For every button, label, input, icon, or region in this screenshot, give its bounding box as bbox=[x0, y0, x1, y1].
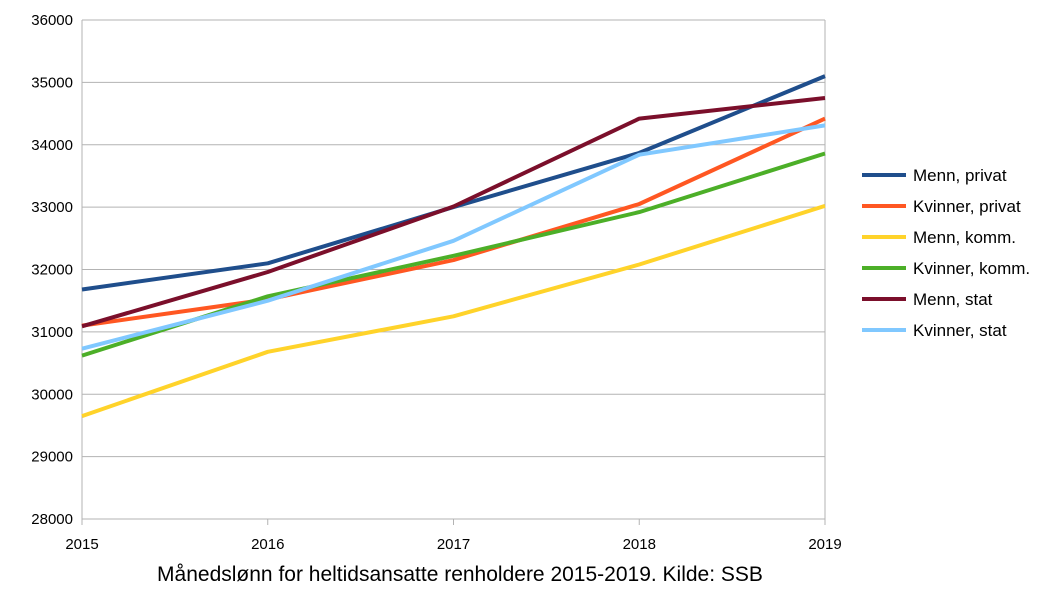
legend-label: Kvinner, stat bbox=[913, 321, 1007, 340]
y-tick-label: 32000 bbox=[31, 262, 73, 279]
series-lines bbox=[81, 74, 826, 418]
series-line-2 bbox=[81, 116, 826, 328]
legend-label: Kvinner, privat bbox=[913, 197, 1021, 216]
x-tick-label: 2016 bbox=[251, 536, 284, 553]
legend: Menn, privat Kvinner, privat Menn, komm. Kv… bbox=[862, 166, 1030, 340]
series-line-3 bbox=[81, 203, 826, 418]
y-tick-label: 28000 bbox=[31, 511, 73, 528]
x-tick-label: 2017 bbox=[437, 536, 470, 553]
x-tick-label: 2018 bbox=[623, 536, 656, 553]
y-tick-label: 33000 bbox=[31, 199, 73, 216]
series-line-4 bbox=[81, 151, 826, 358]
legend-label: Menn, stat bbox=[913, 290, 993, 309]
series-line-5 bbox=[81, 96, 826, 329]
y-tick-label: 30000 bbox=[31, 386, 73, 403]
series-line-6 bbox=[81, 123, 826, 351]
legend-label: Menn, privat bbox=[913, 166, 1007, 185]
legend-label: Menn, komm. bbox=[913, 228, 1016, 247]
x-tick-label: 2019 bbox=[808, 536, 841, 553]
y-axis-tick-labels: 28000 29000 30000 31000 32000 33000 34000 35000… bbox=[31, 12, 73, 528]
legend-label: Kvinner, komm. bbox=[913, 259, 1030, 278]
y-tick-label: 31000 bbox=[31, 324, 73, 341]
y-tick-label: 36000 bbox=[31, 12, 73, 29]
x-tick-label: 2015 bbox=[65, 536, 98, 553]
chart-caption: Månedslønn for heltidsansatte renholdere… bbox=[157, 563, 763, 586]
y-tick-label: 29000 bbox=[31, 449, 73, 466]
y-tick-label: 34000 bbox=[31, 137, 73, 154]
y-tick-label: 35000 bbox=[31, 74, 73, 91]
x-axis-tick-labels: 2015 2016 2017 2018 2019 bbox=[65, 536, 841, 553]
